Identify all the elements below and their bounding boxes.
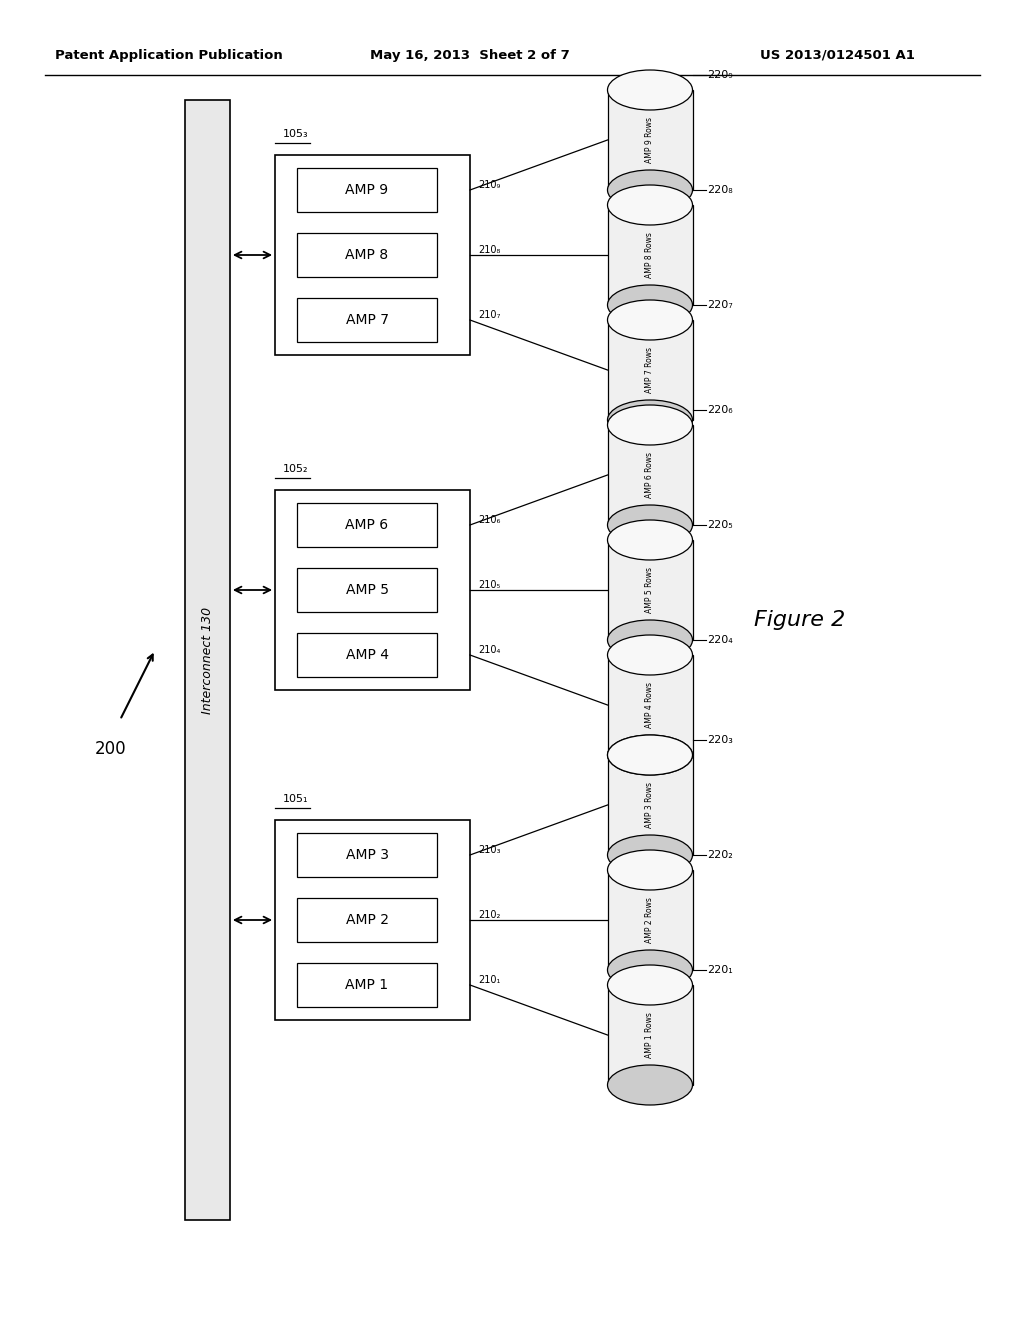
Text: 220₂: 220₂ [708,850,733,861]
Ellipse shape [607,1065,692,1105]
Text: AMP 7: AMP 7 [345,313,388,327]
Bar [607,90,692,190]
Text: AMP 8: AMP 8 [345,248,388,261]
Ellipse shape [607,285,692,325]
Ellipse shape [607,620,692,660]
Ellipse shape [607,400,692,440]
Ellipse shape [607,506,692,545]
Text: Interconnect 130: Interconnect 130 [201,606,214,714]
Ellipse shape [607,170,692,210]
Ellipse shape [607,185,692,224]
Text: 200: 200 [95,741,127,758]
Bar [297,234,437,277]
Bar [297,298,437,342]
Text: 220₆: 220₆ [708,405,733,414]
Bar [185,100,230,1220]
Text: AMP 6 Rows: AMP 6 Rows [645,451,654,498]
Ellipse shape [607,950,692,990]
Ellipse shape [607,965,692,1005]
Text: AMP 6: AMP 6 [345,517,388,532]
Text: May 16, 2013  Sheet 2 of 7: May 16, 2013 Sheet 2 of 7 [370,49,570,62]
Text: AMP 9: AMP 9 [345,183,388,197]
Text: AMP 7 Rows: AMP 7 Rows [645,347,654,393]
Ellipse shape [607,735,692,775]
Bar [297,634,437,677]
Bar [607,985,692,1085]
Bar [297,833,437,876]
Text: 220₁: 220₁ [708,965,733,975]
Ellipse shape [607,850,692,890]
Text: Figure 2: Figure 2 [755,610,846,630]
Bar [297,168,437,213]
Text: 210₁: 210₁ [478,975,501,985]
Ellipse shape [607,735,692,775]
Ellipse shape [607,300,692,341]
Text: 210₉: 210₉ [478,180,501,190]
Text: 220₈: 220₈ [708,185,733,195]
Text: 220₉: 220₉ [708,70,733,81]
Ellipse shape [607,635,692,675]
Text: 210₆: 210₆ [478,515,501,525]
Text: 210₃: 210₃ [478,845,501,855]
Text: 220₄: 220₄ [708,635,733,645]
Bar [607,870,692,970]
Text: 220₅: 220₅ [708,520,733,531]
Bar [297,503,437,546]
Ellipse shape [607,836,692,875]
Bar [607,540,692,640]
Text: AMP 2 Rows: AMP 2 Rows [645,898,654,942]
Text: 105₁: 105₁ [283,795,308,804]
Text: AMP 3: AMP 3 [345,847,388,862]
Bar [275,490,470,690]
Text: AMP 3 Rows: AMP 3 Rows [645,781,654,828]
Ellipse shape [607,520,692,560]
Bar [607,319,692,420]
Bar [607,755,692,855]
Text: 210₄: 210₄ [478,645,501,655]
Bar [607,425,692,525]
Text: 105₃: 105₃ [283,129,308,139]
Text: Patent Application Publication: Patent Application Publication [55,49,283,62]
Text: AMP 4 Rows: AMP 4 Rows [645,682,654,729]
Text: US 2013/0124501 A1: US 2013/0124501 A1 [760,49,914,62]
Bar [297,964,437,1007]
Text: 210₅: 210₅ [478,579,501,590]
Bar [275,154,470,355]
Bar [275,820,470,1020]
Text: AMP 1 Rows: AMP 1 Rows [645,1012,654,1057]
Bar [297,898,437,942]
Text: AMP 5 Rows: AMP 5 Rows [645,568,654,612]
Text: 210₂: 210₂ [478,909,501,920]
Text: 210₇: 210₇ [478,310,501,319]
Text: 105₂: 105₂ [283,465,308,474]
Bar [607,205,692,305]
Ellipse shape [607,405,692,445]
Text: AMP 8 Rows: AMP 8 Rows [645,232,654,279]
Text: AMP 4: AMP 4 [345,648,388,663]
Bar [297,568,437,612]
Bar [607,655,692,755]
Text: AMP 1: AMP 1 [345,978,388,993]
Text: 220₃: 220₃ [708,735,733,744]
Text: AMP 9 Rows: AMP 9 Rows [645,117,654,162]
Text: AMP 5: AMP 5 [345,583,388,597]
Ellipse shape [607,70,692,110]
Text: 220₇: 220₇ [708,300,733,310]
Text: 210₈: 210₈ [478,246,501,255]
Text: AMP 2: AMP 2 [345,913,388,927]
